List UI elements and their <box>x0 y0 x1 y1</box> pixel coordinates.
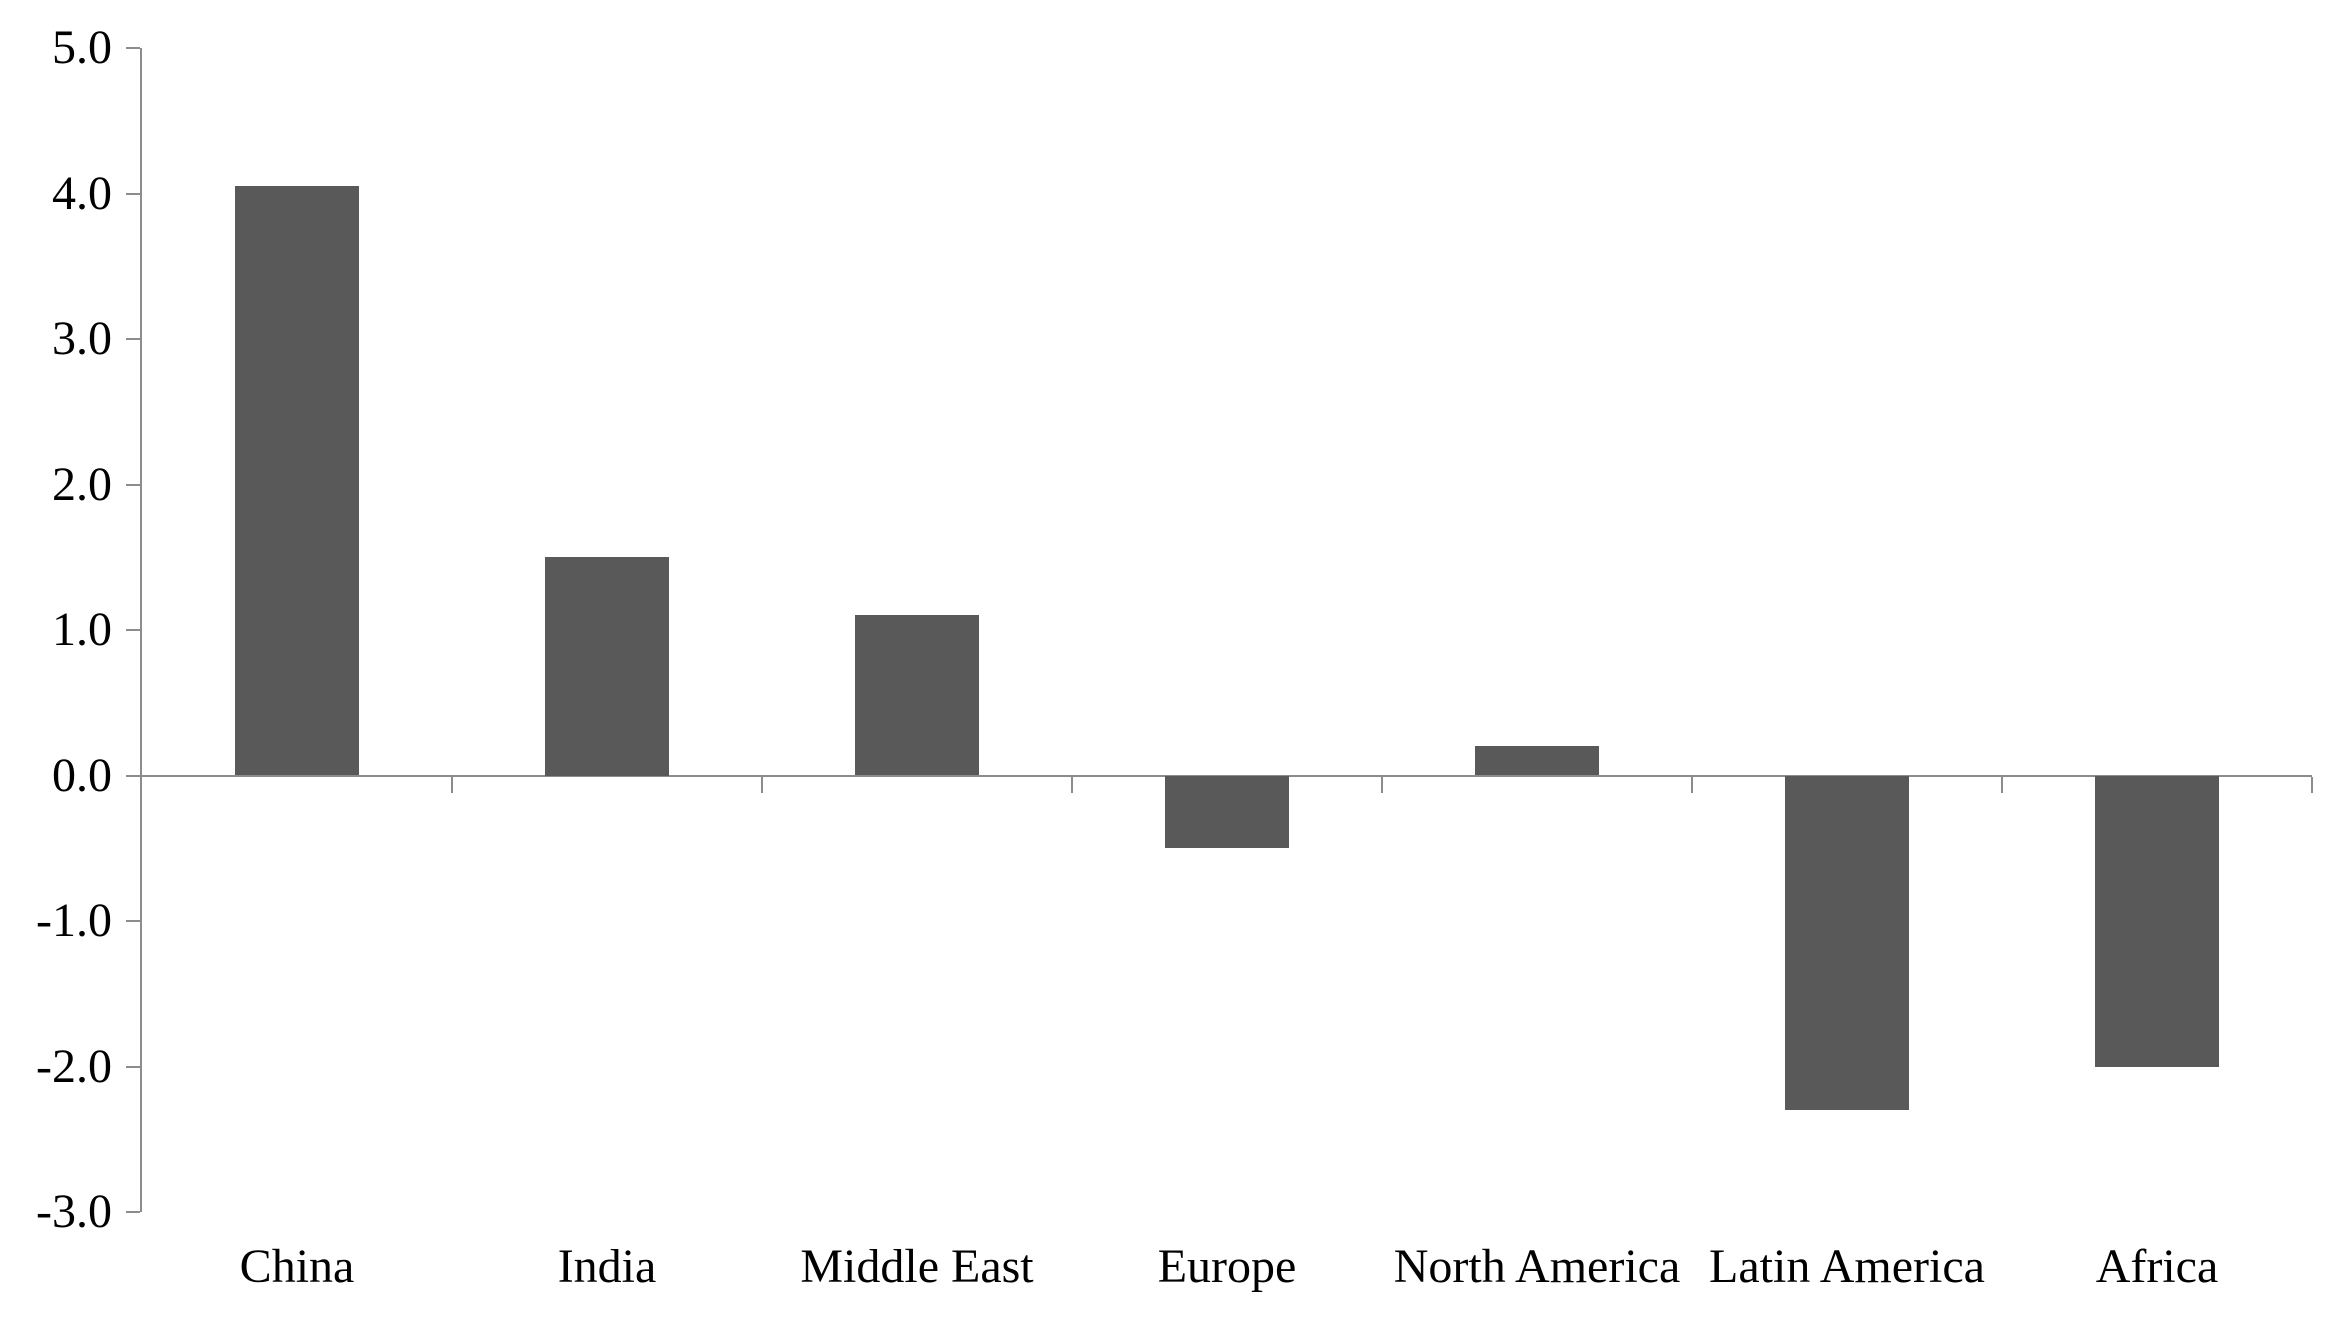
x-axis-tick-mark <box>2001 777 2003 793</box>
x-axis-tick-mark <box>1071 777 1073 793</box>
y-axis-tick-mark <box>126 1066 140 1068</box>
x-axis-tick-mark <box>451 777 453 793</box>
y-axis-tick-label: 2.0 <box>52 457 112 511</box>
y-axis-tick-mark <box>126 484 140 486</box>
y-axis-tick-label: -1.0 <box>36 894 112 947</box>
x-axis-category-label: China <box>239 1240 355 1293</box>
y-axis-tick-label: -3.0 <box>36 1185 112 1238</box>
bar-middle-east <box>855 615 979 776</box>
bar-latin-america <box>1785 775 1909 1111</box>
x-axis-category-label: North America <box>1393 1240 1681 1293</box>
bar-europe <box>1165 775 1289 849</box>
x-axis-category-label: Latin America <box>1709 1240 1985 1293</box>
bar-africa <box>2095 775 2219 1067</box>
y-axis-tick-label: 0.0 <box>52 748 112 802</box>
y-axis-tick-label: 3.0 <box>52 312 112 365</box>
bar-china <box>235 186 359 776</box>
y-axis-tick-label: -2.0 <box>36 1039 112 1093</box>
x-axis-category-label: India <box>557 1240 657 1293</box>
y-axis-tick-mark <box>126 920 140 922</box>
y-axis-tick-label: 4.0 <box>52 166 112 220</box>
y-axis-tick-mark <box>126 47 140 49</box>
y-axis-tick-label: 1.0 <box>52 603 112 656</box>
x-axis-tick-mark <box>2311 777 2313 793</box>
y-axis-tick-mark <box>126 1211 140 1213</box>
bar-india <box>545 557 669 776</box>
y-axis-tick-mark <box>126 629 140 631</box>
x-axis-tick-mark <box>1691 777 1693 793</box>
x-axis-tick-mark <box>1381 777 1383 793</box>
y-axis-tick-mark <box>126 338 140 340</box>
x-axis-tick-mark <box>761 777 763 793</box>
y-axis-tick-mark <box>126 193 140 195</box>
bar-north-america <box>1475 746 1599 776</box>
x-axis-category-label: Africa <box>2095 1240 2219 1293</box>
x-axis-category-label: Europe <box>1157 1240 1297 1293</box>
y-axis-tick-mark <box>126 775 140 777</box>
x-axis-category-label: Middle East <box>800 1240 1034 1293</box>
y-axis-line <box>140 48 142 1212</box>
y-axis-tick-label: 5.0 <box>52 21 112 74</box>
